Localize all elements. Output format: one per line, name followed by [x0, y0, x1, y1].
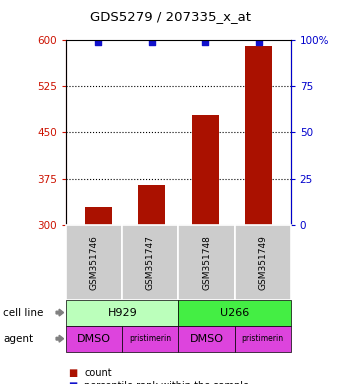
Text: cell line: cell line [3, 308, 44, 318]
Bar [192, 115, 219, 225]
Point [203, 39, 208, 45]
Text: GSM351747: GSM351747 [146, 235, 155, 290]
Text: U266: U266 [220, 308, 249, 318]
Text: pristimerin: pristimerin [242, 334, 284, 343]
Text: percentile rank within the sample: percentile rank within the sample [84, 381, 249, 384]
Text: GSM351748: GSM351748 [202, 235, 211, 290]
Text: ■: ■ [68, 368, 77, 378]
Text: GDS5279 / 207335_x_at: GDS5279 / 207335_x_at [89, 10, 251, 23]
Text: ■: ■ [68, 381, 77, 384]
Text: GSM351749: GSM351749 [258, 235, 267, 290]
Text: count: count [84, 368, 112, 378]
Text: pristimerin: pristimerin [130, 334, 171, 343]
Bar [245, 46, 272, 225]
Text: agent: agent [3, 334, 34, 344]
Text: GSM351746: GSM351746 [90, 235, 99, 290]
Point [96, 39, 101, 45]
Text: DMSO: DMSO [190, 334, 224, 344]
Text: DMSO: DMSO [77, 334, 111, 344]
Bar [85, 207, 112, 225]
Point [149, 39, 154, 45]
Point [256, 39, 261, 45]
Text: H929: H929 [107, 308, 137, 318]
Bar [138, 185, 165, 225]
